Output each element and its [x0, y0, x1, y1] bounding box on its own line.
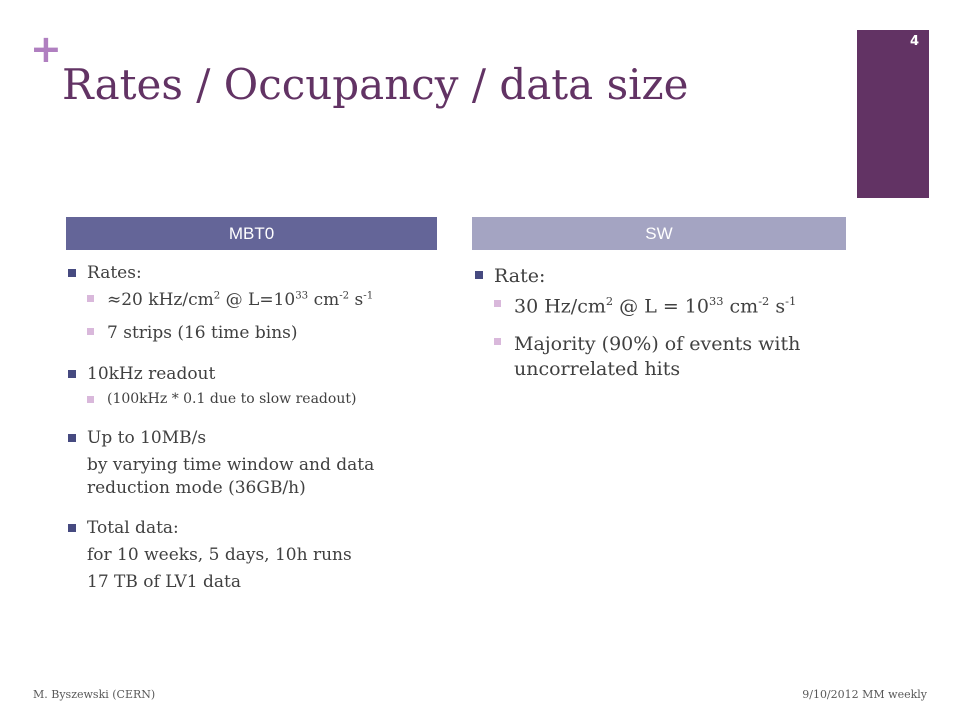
list-item-data-rate: Up to 10MB/s by varying time window and … — [68, 427, 446, 500]
list-item-sw-rate-value: 30 Hz/cm2 @ L = 1033 cm-2 s-1 — [494, 294, 831, 320]
list-item-readout-note: (100kHz * 0.1 due to slow readout) — [87, 390, 446, 409]
rate-label: Rate: — [494, 265, 546, 287]
left-column: Rates: ≈20 kHz/cm2 @ L=1033 cm-2 s-1 7 s… — [68, 262, 446, 612]
rates-label: Rates: — [87, 263, 142, 283]
page-number: 4 — [910, 34, 920, 49]
readout-label: 10kHz readout — [87, 363, 216, 384]
total-data-label: Total data: — [87, 518, 179, 539]
footer-date: 9/10/2012 MM weekly — [802, 688, 927, 701]
slide-title: Rates / Occupancy / data size — [62, 60, 689, 109]
data-rate-note: by varying time window and data reductio… — [87, 454, 375, 498]
list-item-total-data: Total data: for 10 weeks, 5 days, 10h ru… — [68, 517, 446, 594]
column-header-mbt0: MBT0 — [66, 217, 437, 250]
list-item-strips: 7 strips (16 time bins) — [87, 322, 446, 345]
page-number-tab — [857, 30, 929, 198]
column-header-sw: SW — [472, 217, 846, 250]
list-item-rate-value: ≈20 kHz/cm2 @ L=1033 cm-2 s-1 — [87, 289, 446, 312]
list-item-majority: Majority (90%) of events with uncorrelat… — [494, 332, 831, 383]
list-item-rate: Rate: 30 Hz/cm2 @ L = 1033 cm-2 s-1 Majo… — [475, 264, 831, 383]
data-rate-label: Up to 10MB/s — [87, 427, 207, 448]
plus-icon: + — [30, 27, 62, 71]
footer-author: M. Byszewski (CERN) — [33, 688, 156, 701]
total-data-runs: for 10 weeks, 5 days, 10h runs — [87, 545, 352, 566]
right-column: Rate: 30 Hz/cm2 @ L = 1033 cm-2 s-1 Majo… — [475, 264, 831, 401]
list-item-readout: 10kHz readout (100kHz * 0.1 due to slow … — [68, 363, 446, 409]
list-item-rates: Rates: ≈20 kHz/cm2 @ L=1033 cm-2 s-1 7 s… — [68, 262, 446, 345]
total-data-size: 17 TB of LV1 data — [87, 572, 241, 593]
